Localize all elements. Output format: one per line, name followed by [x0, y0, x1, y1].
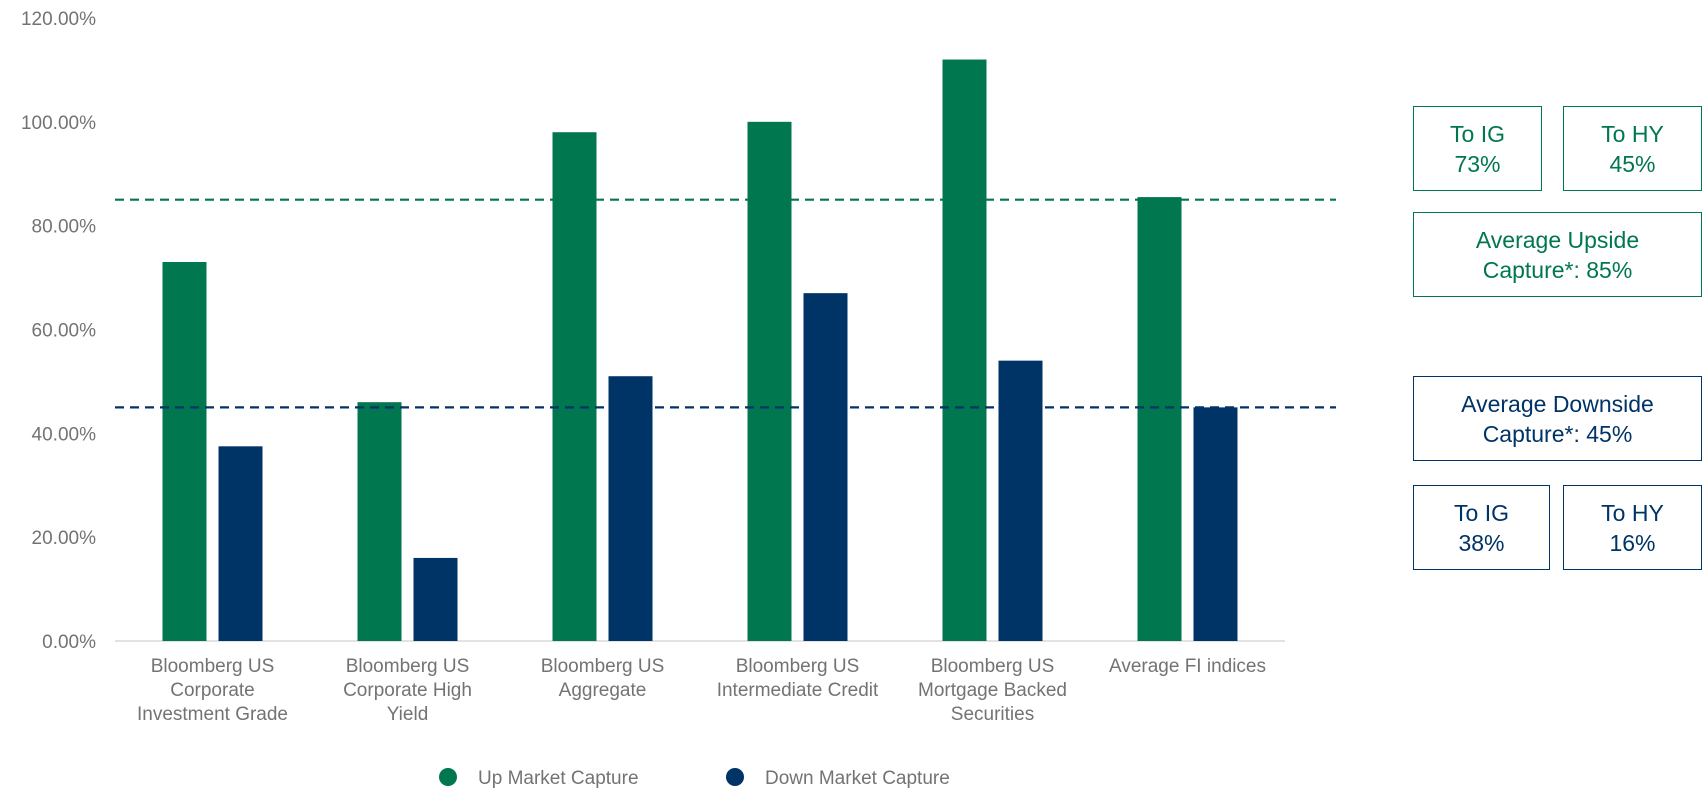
- category-label: Bloomberg US Aggregate: [541, 656, 665, 701]
- category-label-line: Yield: [387, 704, 429, 725]
- category-label-line: Bloomberg US: [931, 656, 1055, 677]
- down-capture-bar: [413, 557, 458, 641]
- category-label-line: Aggregate: [559, 680, 647, 701]
- y-tick-label: 40.00%: [32, 424, 97, 445]
- category-label: Bloomberg US Mortgage Backed Securities: [918, 656, 1067, 725]
- y-tick-label: 60.00%: [32, 321, 97, 342]
- down-capture-bar: [608, 376, 653, 641]
- reference-lines: [115, 198, 1336, 409]
- upside-to-ig-value: 73%: [1454, 150, 1501, 177]
- downside-to-hy-label: To HY: [1601, 499, 1664, 526]
- y-tick-label: 80.00%: [32, 217, 97, 238]
- up-capture-bar: [942, 59, 987, 642]
- category-label-line: Investment Grade: [137, 704, 288, 725]
- up-capture-bar: [357, 402, 402, 641]
- bars: [162, 59, 1238, 642]
- down-capture-bar: [1193, 407, 1238, 641]
- upside-to-ig-label: To IG: [1450, 120, 1505, 147]
- y-tick-label: 100.00%: [21, 113, 96, 134]
- downside-to-hy-box: To HY 16%: [1563, 485, 1702, 570]
- category-label-line: Bloomberg US: [151, 656, 275, 677]
- average-downside-line2: Capture*: 45%: [1482, 420, 1633, 447]
- upside-to-ig-box: To IG 73%: [1413, 106, 1542, 191]
- up-capture-bar: [747, 121, 792, 642]
- upside-to-hy-label: To HY: [1601, 120, 1664, 147]
- average-upside-line2: Capture*: 85%: [1482, 256, 1633, 283]
- category-label-line: Corporate: [170, 680, 255, 701]
- category-label-line: Bloomberg US: [736, 656, 860, 677]
- up-capture-bar: [162, 262, 207, 641]
- legend-up-marker: [439, 768, 457, 786]
- down-capture-bar: [998, 360, 1043, 641]
- category-labels: Bloomberg US Corporate Investment GradeBlo…: [137, 656, 1266, 725]
- category-label: Average FI indices: [1109, 656, 1266, 677]
- legend-up-label: Up Market Capture: [478, 768, 639, 788]
- average-upside-box: Average Upside Capture*: 85%: [1413, 212, 1702, 297]
- down-capture-bar: [803, 293, 848, 641]
- y-axis: 0.00% 20.00% 40.00% 60.00% 80.00% 100.00% 120.…: [21, 9, 96, 653]
- category-label-line: Average FI indices: [1109, 656, 1266, 677]
- average-upside-line1: Average Upside: [1475, 226, 1640, 253]
- legend-down-label: Down Market Capture: [765, 768, 950, 788]
- y-tick-label: 120.00%: [21, 9, 96, 30]
- category-label: Bloomberg US Corporate Investment Grade: [137, 656, 288, 725]
- up-capture-bar: [552, 132, 597, 641]
- category-label-line: Bloomberg US: [346, 656, 470, 677]
- average-downside-line1: Average Downside: [1461, 390, 1654, 417]
- upside-to-hy-value: 45%: [1609, 150, 1656, 177]
- category-label-line: Corporate High: [343, 680, 472, 701]
- legend-down-marker: [726, 768, 744, 786]
- average-downside-box: Average Downside Capture*: 45%: [1413, 376, 1702, 461]
- downside-to-ig-label: To IG: [1454, 499, 1509, 526]
- y-tick-label: 20.00%: [32, 528, 97, 549]
- category-label-line: Bloomberg US: [541, 656, 665, 677]
- up-capture-bar: [1137, 197, 1182, 642]
- category-label-line: Intermediate Credit: [717, 680, 879, 701]
- upside-to-hy-box: To HY 45%: [1563, 106, 1702, 191]
- category-label-line: Securities: [951, 704, 1034, 725]
- category-label-line: Mortgage Backed: [918, 680, 1067, 701]
- category-label: Bloomberg US Intermediate Credit: [717, 656, 879, 701]
- downside-to-hy-value: 16%: [1609, 529, 1656, 556]
- y-tick-label: 0.00%: [42, 632, 96, 653]
- down-capture-bar: [218, 446, 263, 641]
- category-label: Bloomberg US Corporate High Yield: [343, 656, 472, 725]
- downside-to-ig-value: 38%: [1458, 529, 1505, 556]
- legend: Up Market Capture Down Market Capture: [439, 768, 950, 788]
- downside-to-ig-box: To IG 38%: [1413, 485, 1550, 570]
